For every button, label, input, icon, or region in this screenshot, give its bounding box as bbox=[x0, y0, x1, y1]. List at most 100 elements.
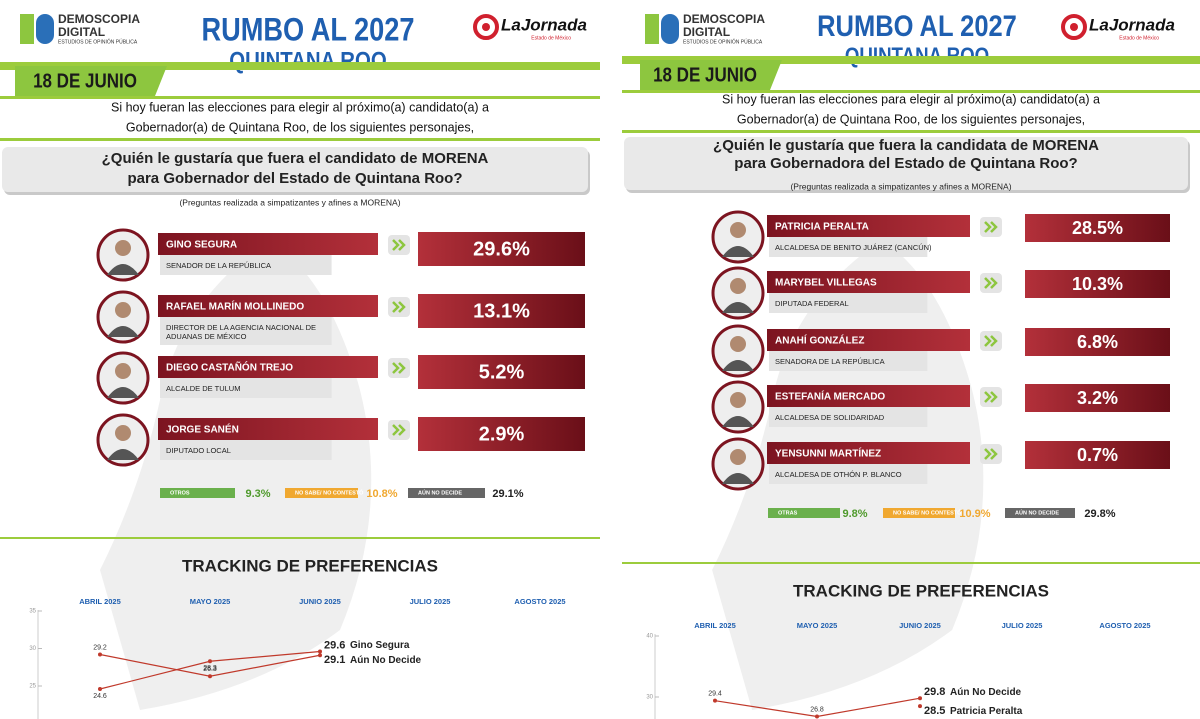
candidate-name: YENSUNNI MARTÍNEZ bbox=[775, 447, 881, 460]
others-value: 10.9% bbox=[959, 508, 990, 520]
arrow-icon bbox=[392, 362, 406, 374]
tracking-point bbox=[208, 659, 212, 664]
role-bar bbox=[769, 237, 928, 257]
candidate-value: 28.5% bbox=[1072, 218, 1123, 238]
name-bar bbox=[767, 271, 970, 293]
photo-body bbox=[722, 302, 754, 313]
photo-body bbox=[722, 360, 754, 371]
y-tick-label: 25 bbox=[29, 684, 36, 690]
photo-body bbox=[722, 246, 754, 257]
arrow-icon bbox=[984, 448, 998, 460]
intro-text: Si hoy fueran las elecciones para elegir… bbox=[111, 100, 489, 114]
value-box bbox=[418, 232, 585, 266]
partner-tagline: Estado de México bbox=[531, 35, 571, 41]
candidate-name: ANAHÍ GONZÁLEZ bbox=[775, 334, 864, 347]
logo-name: DIGITAL bbox=[58, 25, 105, 39]
separator bbox=[622, 562, 1200, 564]
others-label: OTROS bbox=[170, 490, 190, 496]
others-label: AÚN NO DECIDE bbox=[1015, 509, 1059, 516]
band bbox=[622, 56, 1200, 64]
partner-icon bbox=[1070, 23, 1078, 31]
point-label: 29.6 bbox=[324, 639, 345, 651]
month-label: ABRIL 2025 bbox=[694, 621, 736, 630]
partner-tagline: Estado de México bbox=[1119, 35, 1159, 41]
candidate-role: ALCALDESA DE SOLIDARIDAD bbox=[775, 413, 885, 422]
candidate-value: 5.2% bbox=[479, 361, 525, 383]
others-value: 10.8% bbox=[366, 488, 397, 500]
point-label: 29.1 bbox=[324, 654, 345, 666]
point-label: 29.8 bbox=[924, 686, 945, 698]
tracking-title: TRACKING DE PREFERENCIAS bbox=[793, 581, 1049, 600]
value-box bbox=[1025, 441, 1170, 469]
band-line bbox=[622, 90, 1200, 93]
value-box bbox=[418, 355, 585, 389]
value-box bbox=[1025, 270, 1170, 298]
partner-name: LaJornada bbox=[1089, 15, 1175, 34]
candidate-role: ALCALDESA DE BENITO JUÁREZ (CANCÚN) bbox=[775, 243, 932, 252]
name-bar bbox=[158, 418, 378, 440]
photo-head bbox=[730, 392, 746, 408]
logo-tagline: ESTUDIOS DE OPINIÓN PÚBLICA bbox=[58, 38, 138, 45]
candidate-value: 3.2% bbox=[1077, 388, 1118, 408]
others-value: 29.8% bbox=[1084, 508, 1115, 520]
others-bar bbox=[768, 508, 840, 518]
role-bar bbox=[160, 317, 332, 345]
tracking-point bbox=[713, 698, 717, 703]
tracking-point bbox=[318, 653, 322, 658]
month-label: AGOSTO 2025 bbox=[1099, 621, 1150, 630]
candidate-name: MARYBEL VILLEGAS bbox=[775, 278, 877, 289]
logo-icon bbox=[645, 14, 659, 44]
month-label: JULIO 2025 bbox=[410, 597, 451, 606]
point-label: 26.3 bbox=[203, 666, 217, 673]
candidate-role: DIPUTADO LOCAL bbox=[166, 446, 231, 455]
logo-tagline: ESTUDIOS DE OPINIÓN PÚBLICA bbox=[683, 38, 763, 45]
candidate-value: 29.6% bbox=[473, 238, 530, 260]
candidate-name: DIEGO CASTAÑÓN TREJO bbox=[166, 361, 293, 374]
photo-head bbox=[115, 240, 131, 256]
month-label: JUNIO 2025 bbox=[299, 597, 341, 606]
others-label: AÚN NO DECIDE bbox=[418, 489, 462, 496]
point-label: 28.5 bbox=[924, 705, 945, 717]
tracking-point bbox=[815, 714, 819, 719]
photo-head bbox=[730, 278, 746, 294]
others-value: 9.3% bbox=[245, 488, 270, 500]
intro-text: Gobernador(a) de Quintana Roo, de los si… bbox=[126, 120, 474, 134]
tracking-title: TRACKING DE PREFERENCIAS bbox=[182, 556, 438, 575]
others-bar bbox=[160, 488, 235, 498]
photo-head bbox=[115, 363, 131, 379]
photo-head bbox=[730, 449, 746, 465]
candidate-name: RAFAEL MARÍN MOLLINEDO bbox=[166, 300, 304, 313]
name-bar bbox=[767, 442, 970, 464]
candidate-name: PATRICIA PERALTA bbox=[775, 222, 869, 233]
point-label: 24.6 bbox=[93, 693, 107, 700]
question-text: ¿Quién le gustaría que fuera la candidat… bbox=[713, 137, 1099, 154]
series-label: Gino Segura bbox=[350, 640, 410, 651]
photo-body bbox=[722, 473, 754, 484]
tracking-point bbox=[208, 674, 212, 679]
y-tick-label: 30 bbox=[29, 646, 36, 652]
date-box bbox=[640, 60, 782, 90]
arrow-icon bbox=[984, 391, 998, 403]
value-box bbox=[1025, 384, 1170, 412]
question-text: ¿Quién le gustaría que fuera el candidat… bbox=[102, 150, 489, 167]
candidate-name: GINO SEGURA bbox=[166, 240, 237, 251]
date: 18 DE JUNIO bbox=[33, 69, 137, 92]
role-bar bbox=[160, 440, 332, 460]
candidate-role: DIRECTOR DE LA AGENCIA NACIONAL DE bbox=[166, 323, 316, 332]
logo-name: DIGITAL bbox=[683, 25, 730, 39]
name-bar bbox=[158, 356, 378, 378]
candidate-value: 2.9% bbox=[479, 423, 525, 445]
name-bar bbox=[767, 329, 970, 351]
photo-body bbox=[107, 264, 139, 275]
question-box bbox=[2, 147, 588, 192]
tracking-point bbox=[318, 649, 322, 654]
candidate-value: 10.3% bbox=[1072, 274, 1123, 294]
photo-body bbox=[107, 326, 139, 337]
photo-head bbox=[730, 336, 746, 352]
month-label: MAYO 2025 bbox=[190, 597, 231, 606]
point-label: 29.2 bbox=[93, 644, 107, 651]
candidate-name: JORGE SANÉN bbox=[166, 423, 239, 436]
role-bar bbox=[160, 255, 332, 275]
arrow-icon bbox=[392, 424, 406, 436]
logo-name: DEMOSCOPIA bbox=[683, 12, 765, 26]
